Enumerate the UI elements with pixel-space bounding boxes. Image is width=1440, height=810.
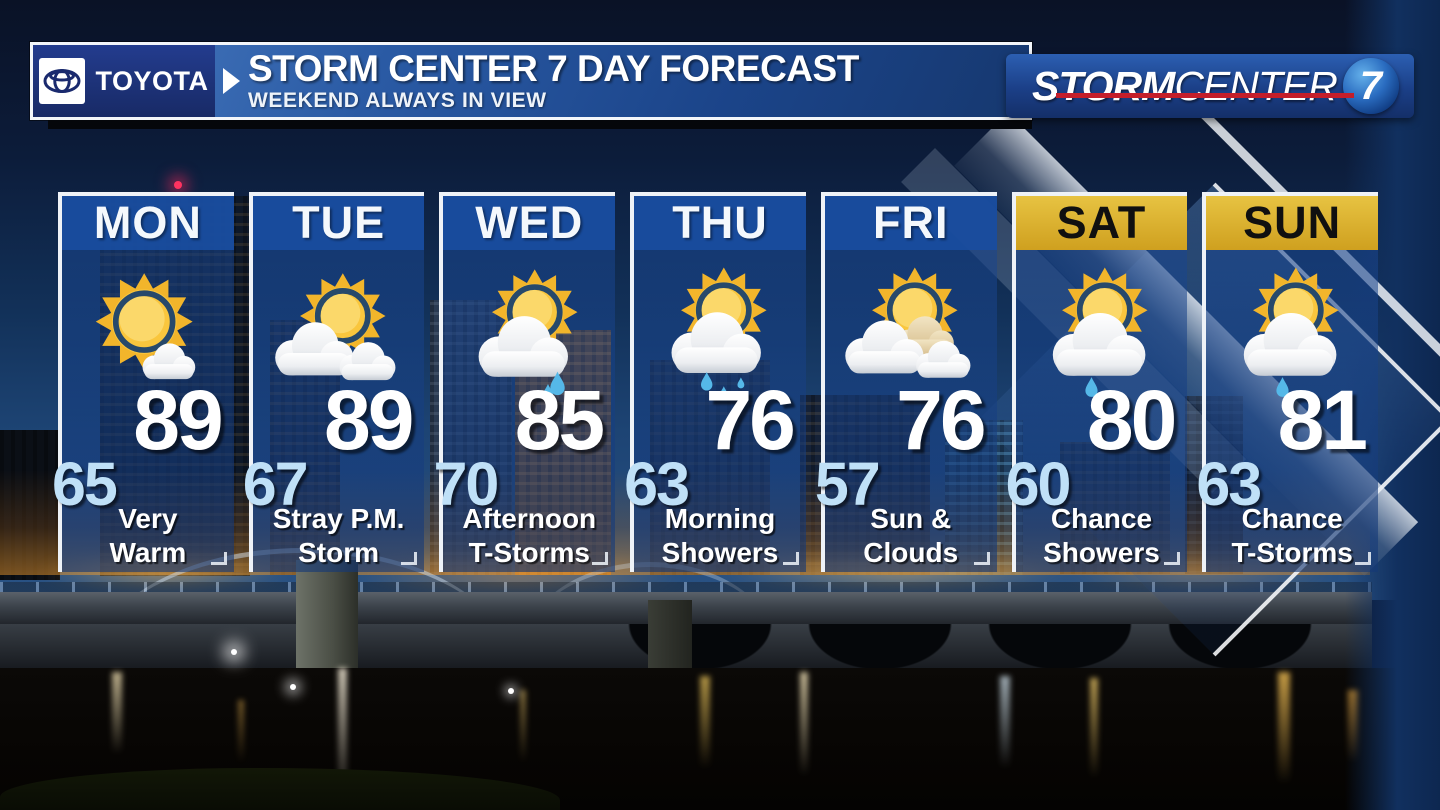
reflection-streak <box>1090 678 1098 778</box>
reflection-streak <box>1000 676 1010 768</box>
condition-text: Very Warm <box>109 503 187 569</box>
sponsor-box: TOYOTA <box>33 45 215 117</box>
condition-text: Stray P.M. Storm <box>272 503 405 569</box>
day-name: MON <box>93 197 202 248</box>
reflection-streak <box>800 672 808 776</box>
high-temperature: 89 <box>324 373 414 467</box>
forecast-title: STORM CENTER 7 DAY FORECAST <box>248 48 859 90</box>
reflection-streak <box>700 676 710 768</box>
channel-7-badge: 7 <box>1342 58 1399 114</box>
condition-text: Chance Showers <box>1043 503 1160 569</box>
condition-text: Sun & Clouds <box>863 503 959 569</box>
low-temperature: 57 <box>814 450 881 518</box>
day-name-band: TUE <box>252 196 425 250</box>
corner-bracket <box>592 552 609 565</box>
sun-and-clouds-icon <box>825 254 997 414</box>
corner-bracket <box>973 552 990 565</box>
day-name-band: MON <box>62 196 234 250</box>
low-temperature: 70 <box>433 450 499 518</box>
day-name: TUE <box>292 197 386 248</box>
forecast-day-card: THU 76 63 Morning Showers <box>624 192 806 572</box>
day-name-band: FRI <box>824 196 997 250</box>
forecast-day-card: FRI 76 57 Sun & Clouds <box>815 192 997 572</box>
forecast-day-card: WED 85 70 Afternoon T-Storms <box>433 192 616 572</box>
forecast-day-row: MON 89 65 Very Warm TUE <box>52 192 1379 572</box>
brand-storm-text: STORM <box>1032 62 1175 109</box>
channel-number: 7 <box>1359 63 1383 108</box>
antenna-beacon-light <box>174 181 182 189</box>
day-name: WED <box>475 197 584 248</box>
sun-cloud-shower-icon <box>1016 254 1188 414</box>
day-name: THU <box>672 197 768 248</box>
forecast-day-card: SAT 80 60 Chance Showers <box>1006 192 1188 572</box>
sun-cloud-shower-icon <box>1206 254 1378 414</box>
forecast-subtitle: WEEKEND ALWAYS IN VIEW <box>248 89 547 113</box>
stormcenter7-logo: STORM CENTER 7 <box>1006 54 1414 118</box>
high-temperature: 76 <box>896 373 986 467</box>
low-temperature: 63 <box>624 450 690 518</box>
day-name-band: THU <box>634 196 806 250</box>
reflection-streak <box>112 672 122 754</box>
stormcenter-wordmark: STORM CENTER <box>1032 62 1354 109</box>
high-temperature: 89 <box>133 373 223 467</box>
mostly-sunny-icon <box>62 254 234 414</box>
header-drop-shadow <box>48 120 1032 129</box>
high-temperature: 80 <box>1086 373 1177 467</box>
reflection-streak <box>338 668 347 796</box>
sponsor-name: TOYOTA <box>95 65 209 96</box>
reflection-streak <box>520 690 526 762</box>
high-temperature: 81 <box>1277 373 1368 467</box>
day-name: SAT <box>1056 197 1147 248</box>
street-light <box>231 649 237 655</box>
street-light <box>508 688 514 694</box>
condition-text: Chance T-Storms <box>1231 503 1353 569</box>
forecast-day-card: MON 89 65 Very Warm <box>52 192 234 572</box>
header-bar: TOYOTA STORM CENTER 7 DAY FORECAST WEEKE… <box>30 42 1032 120</box>
day-name: SUN <box>1243 197 1342 248</box>
day-name-band: SAT <box>1015 196 1188 250</box>
day-name: FRI <box>872 197 949 248</box>
toyota-logo-icon <box>39 58 86 104</box>
forecast-day-card: TUE 89 67 Stray P.M. Storm <box>243 192 425 572</box>
corner-bracket <box>1164 552 1181 565</box>
brand-center-text: CENTER <box>1174 62 1338 109</box>
header-text: STORM CENTER 7 DAY FORECAST WEEKEND ALWA… <box>240 45 859 117</box>
partly-cloudy-icon <box>253 254 425 414</box>
low-temperature: 60 <box>1005 450 1072 518</box>
high-temperature: 76 <box>705 373 795 467</box>
street-light <box>290 684 296 690</box>
corner-bracket <box>1355 552 1372 565</box>
reflection-streak <box>238 700 244 762</box>
reflection-streak <box>1278 672 1290 784</box>
sun-cloud-rain-icon <box>443 254 615 414</box>
sun-cloud-showers-icon <box>634 254 806 414</box>
low-temperature: 67 <box>242 450 309 518</box>
forecast-day-card: SUN 81 63 Chance T-Storms <box>1196 192 1379 572</box>
low-temperature: 65 <box>52 450 118 518</box>
brand-red-underline <box>1056 92 1354 98</box>
high-temperature: 85 <box>514 373 605 467</box>
corner-bracket <box>782 552 799 565</box>
condition-text: Morning Showers <box>661 503 779 569</box>
day-name-band: SUN <box>1206 196 1379 250</box>
corner-bracket <box>401 552 418 565</box>
condition-text: Afternoon T-Storms <box>462 503 597 569</box>
day-name-band: WED <box>443 196 616 250</box>
corner-bracket <box>210 552 227 565</box>
arrow-right-icon <box>223 68 240 94</box>
low-temperature: 63 <box>1196 450 1262 518</box>
